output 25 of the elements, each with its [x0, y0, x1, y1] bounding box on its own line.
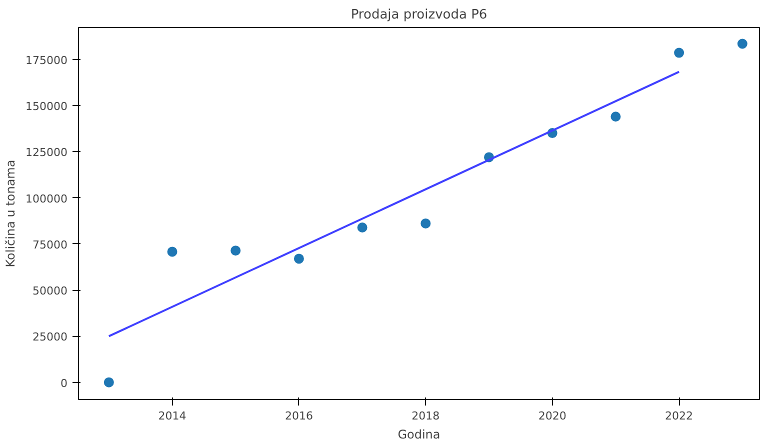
- point: [420, 218, 431, 228]
- y-tick-label: 175000: [26, 54, 68, 67]
- y-axis-title: Količina u tonama: [4, 160, 18, 268]
- y-tick-label: 0: [60, 376, 68, 390]
- point: [230, 246, 241, 256]
- point: [737, 38, 748, 49]
- y-tick-label: 150000: [26, 100, 68, 114]
- point: [674, 48, 684, 58]
- chart-title: Prodaja proizvoda P6: [350, 8, 488, 22]
- y-tick-label: 25000: [32, 330, 68, 344]
- x-tick-label: 2018: [412, 410, 440, 422]
- x-axis-title: Godina: [398, 428, 440, 442]
- y-tick-label: 75000: [32, 238, 68, 252]
- point: [294, 254, 304, 264]
- y-tick-label: 125000: [26, 146, 68, 160]
- x-tick-label: 2022: [665, 410, 694, 422]
- x-tick-label: 2016: [284, 410, 313, 422]
- point: [357, 222, 368, 233]
- x-tick-label: 2014: [158, 410, 186, 422]
- y-tick-label: 100000: [26, 192, 68, 206]
- point: [167, 246, 178, 257]
- point: [104, 377, 114, 388]
- point: [610, 112, 621, 122]
- x-tick-label: 2020: [538, 410, 566, 422]
- y-tick-label: 50000: [32, 284, 68, 298]
